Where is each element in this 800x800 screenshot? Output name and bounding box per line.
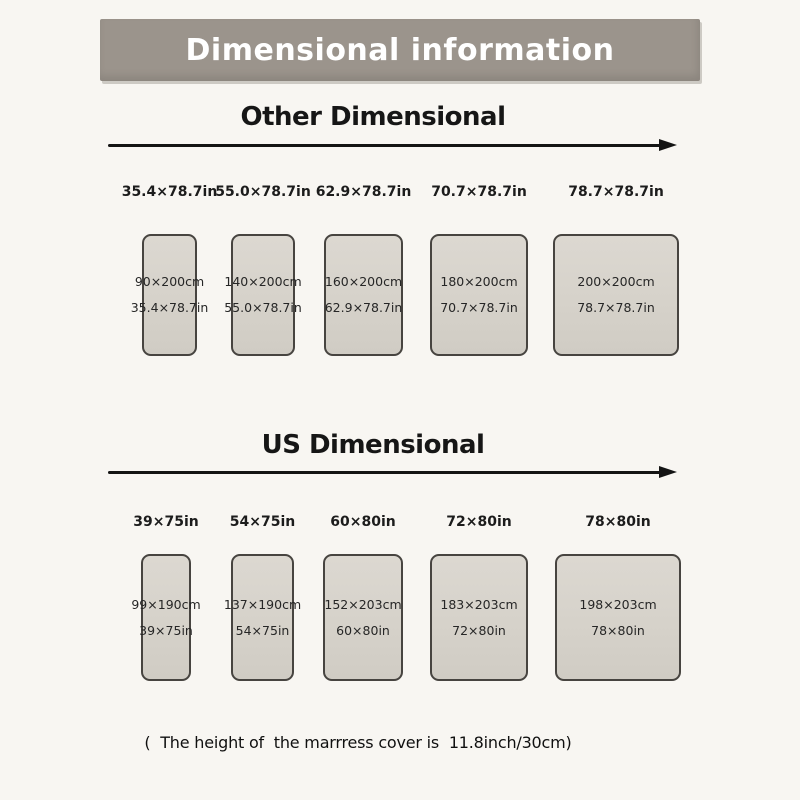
dimension-inch: 78×80in xyxy=(591,622,645,638)
size-label: 35.4×78.7in xyxy=(121,184,218,200)
footer-note: ( The height of the marrress cover is 11… xyxy=(144,733,572,752)
arrow-head xyxy=(659,466,677,478)
arrow-line xyxy=(108,144,665,147)
dimension-cm: 160×200cm xyxy=(324,274,403,289)
mattress-rect: 200×200cm 78.7×78.7in xyxy=(553,234,679,356)
size-column: 54×75in 137×190cm 54×75in xyxy=(224,512,301,681)
banner-title: Dimensional information xyxy=(185,32,615,68)
arrow-head xyxy=(659,139,677,151)
size-column: 78.7×78.7in 200×200cm 78.7×78.7in xyxy=(553,182,679,356)
mattress-rect: 137×190cm 54×75in xyxy=(224,554,301,681)
dimension-cm: 99×190cm xyxy=(131,596,201,612)
right-arrow-icon xyxy=(108,138,677,153)
dimension-inch: 72×80in xyxy=(452,622,506,638)
arrow-line xyxy=(108,471,665,474)
size-label: 78×80in xyxy=(585,514,651,530)
mattress-rect: 152×203cm 60×80in xyxy=(323,554,403,681)
size-column: 62.9×78.7in 160×200cm 62.9×78.7in xyxy=(316,182,411,356)
dimension-inch: 55.0×78.7in xyxy=(224,300,302,315)
mattress-rect: 99×190cm 39×75in xyxy=(131,554,201,681)
dimension-inch: 62.9×78.7in xyxy=(324,300,403,315)
dimension-cm: 183×203cm xyxy=(440,596,518,612)
dimension-inch: 78.7×78.7in xyxy=(577,300,655,315)
size-label: 70.7×78.7in xyxy=(431,184,527,200)
size-column: 72×80in 183×203cm 72×80in xyxy=(430,512,528,681)
size-label: 55.0×78.7in xyxy=(215,184,311,200)
section-title-us: US Dimensional xyxy=(261,430,485,460)
dimension-inch: 60×80in xyxy=(336,622,390,638)
mattress-rect: 140×200cm 55.0×78.7in xyxy=(224,234,302,356)
dimension-inch: 39×75in xyxy=(139,622,193,638)
dimension-cm: 198×203cm xyxy=(579,596,657,612)
size-label: 62.9×78.7in xyxy=(315,184,412,200)
size-label: 39×75in xyxy=(133,514,199,530)
dimension-cm: 200×200cm xyxy=(577,274,655,289)
dimension-inch: 54×75in xyxy=(235,622,290,638)
size-column: 78×80in 198×203cm 78×80in xyxy=(555,512,681,681)
dimension-cm: 137×190cm xyxy=(223,596,302,612)
dimension-cm: 90×200cm xyxy=(134,274,205,289)
size-column: 60×80in 152×203cm 60×80in xyxy=(323,512,403,681)
section-title-other: Other Dimensional xyxy=(240,102,507,132)
dimension-cm: 152×203cm xyxy=(324,596,402,612)
mattress-rect: 183×203cm 72×80in xyxy=(430,554,528,681)
size-label: 60×80in xyxy=(330,514,396,530)
size-column: 55.0×78.7in 140×200cm 55.0×78.7in xyxy=(215,182,311,356)
mattress-rect: 198×203cm 78×80in xyxy=(555,554,681,681)
size-label: 78.7×78.7in xyxy=(568,184,664,200)
size-label: 54×75in xyxy=(229,514,296,530)
dimension-cm: 140×200cm xyxy=(224,274,302,289)
banner: Dimensional information xyxy=(100,19,700,81)
mattress-rect: 90×200cm 35.4×78.7in xyxy=(131,234,208,356)
size-column: 70.7×78.7in 180×200cm 70.7×78.7in xyxy=(430,182,528,356)
mattress-rect: 180×200cm 70.7×78.7in xyxy=(430,234,528,356)
right-arrow-icon xyxy=(108,465,677,480)
dimension-inch: 35.4×78.7in xyxy=(130,300,209,315)
size-column: 39×75in 99×190cm 39×75in xyxy=(131,512,201,681)
dimension-inch: 70.7×78.7in xyxy=(440,300,518,315)
dimension-cm: 180×200cm xyxy=(440,274,518,289)
size-column: 35.4×78.7in 90×200cm 35.4×78.7in xyxy=(122,182,217,356)
size-label: 72×80in xyxy=(446,514,512,530)
mattress-rect: 160×200cm 62.9×78.7in xyxy=(324,234,403,356)
